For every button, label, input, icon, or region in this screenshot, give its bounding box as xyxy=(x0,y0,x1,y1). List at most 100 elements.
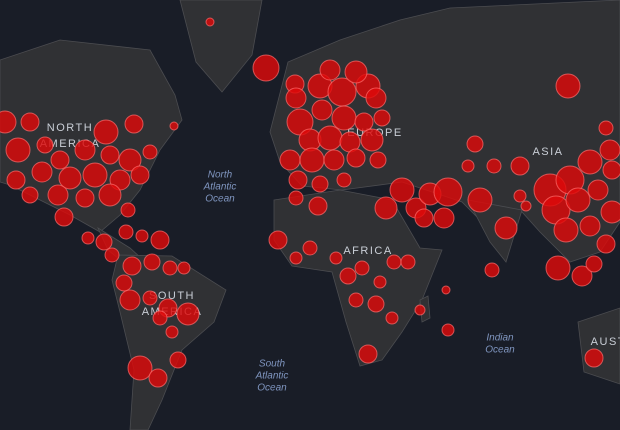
case-circle xyxy=(600,200,620,224)
case-circle xyxy=(520,200,532,212)
case-circle xyxy=(177,261,191,275)
case-circle xyxy=(93,119,119,145)
case-circle xyxy=(579,215,601,237)
case-circle xyxy=(414,208,434,228)
case-circle xyxy=(98,183,122,207)
case-circle xyxy=(31,161,53,183)
ocean-label: Indian xyxy=(486,333,514,344)
case-circle xyxy=(329,251,343,265)
case-circle xyxy=(555,73,581,99)
case-circle xyxy=(358,344,378,364)
case-circle xyxy=(484,262,500,278)
case-circle xyxy=(596,234,616,254)
case-circle xyxy=(339,267,357,285)
case-circle xyxy=(142,290,158,306)
case-circle xyxy=(354,112,374,132)
greenland xyxy=(179,0,263,93)
case-circle xyxy=(571,265,593,287)
case-circle xyxy=(545,255,571,281)
case-circle xyxy=(75,188,95,208)
case-circle xyxy=(285,87,307,109)
case-circle xyxy=(311,175,329,193)
case-circle xyxy=(104,247,120,263)
case-circle xyxy=(308,196,328,216)
case-circle xyxy=(21,186,39,204)
case-circle xyxy=(466,135,484,153)
case-circle xyxy=(130,165,150,185)
case-circle xyxy=(373,109,391,127)
case-circle xyxy=(587,179,609,201)
case-circle xyxy=(95,233,113,251)
case-circle xyxy=(5,137,31,163)
case-circle xyxy=(268,230,288,250)
case-circle xyxy=(122,256,142,276)
case-circle xyxy=(331,105,357,131)
ocean-label: Atlantic xyxy=(255,371,289,382)
case-circle xyxy=(169,351,187,369)
case-circle xyxy=(289,251,303,265)
case-circle xyxy=(302,240,318,256)
case-circle xyxy=(205,17,215,27)
case-circle xyxy=(279,149,301,171)
case-circle xyxy=(169,121,179,131)
case-circle xyxy=(152,310,168,326)
case-circle xyxy=(6,170,26,190)
case-circle xyxy=(365,87,387,109)
case-circle xyxy=(599,139,620,161)
case-circles xyxy=(0,17,620,388)
case-circle xyxy=(74,139,96,161)
case-circle xyxy=(288,190,304,206)
case-circle xyxy=(115,274,133,292)
case-circle xyxy=(598,120,614,136)
case-circle xyxy=(486,158,502,174)
case-circle xyxy=(433,207,455,229)
case-circle xyxy=(565,187,591,213)
case-circle xyxy=(373,275,387,289)
case-circle xyxy=(124,114,144,134)
case-circle xyxy=(165,325,179,339)
case-circle xyxy=(602,160,620,180)
case-circle xyxy=(385,311,399,325)
case-circle xyxy=(100,145,120,165)
case-circle xyxy=(162,260,178,276)
case-circle xyxy=(461,159,475,173)
continent-label: AUSTRALIA xyxy=(591,336,620,348)
case-circle xyxy=(118,148,142,172)
case-circle xyxy=(400,254,416,270)
ocean-label: Ocean xyxy=(257,383,287,394)
case-circle xyxy=(118,224,134,240)
case-circle xyxy=(47,184,69,206)
case-circle xyxy=(510,156,530,176)
case-circle xyxy=(119,289,141,311)
case-circle xyxy=(176,302,200,326)
case-circle xyxy=(354,260,370,276)
case-circle xyxy=(36,136,54,154)
case-circle xyxy=(82,162,108,188)
case-circle xyxy=(299,147,325,173)
case-circle xyxy=(360,128,384,152)
case-circle xyxy=(348,292,364,308)
case-circle xyxy=(20,112,40,132)
case-circle xyxy=(553,217,579,243)
ocean-label: South xyxy=(259,359,286,370)
ocean-label: North xyxy=(208,170,233,181)
case-circle xyxy=(467,187,493,213)
continent-label: ASIA xyxy=(532,146,563,158)
case-circle xyxy=(120,202,136,218)
case-circle xyxy=(344,60,368,84)
case-circle xyxy=(142,144,158,160)
case-circle xyxy=(135,229,149,243)
case-circle xyxy=(374,196,398,220)
ocean-label: Atlantic xyxy=(203,182,237,193)
case-circle xyxy=(389,177,415,203)
case-circle xyxy=(81,231,95,245)
case-circle xyxy=(441,323,455,337)
case-circle xyxy=(513,189,527,203)
ocean-label: Ocean xyxy=(205,194,235,205)
case-circle xyxy=(585,255,603,273)
case-circle xyxy=(319,59,341,81)
case-circle xyxy=(58,166,82,190)
case-circle xyxy=(494,216,518,240)
case-circle xyxy=(317,125,343,151)
